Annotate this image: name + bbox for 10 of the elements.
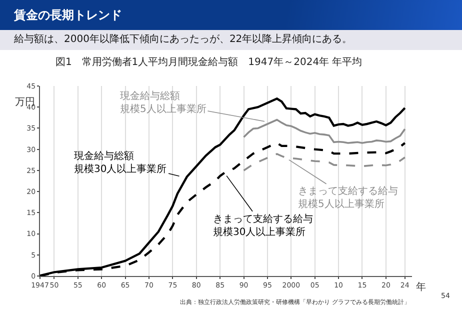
text: 現金給与総額規模5人以上事業所 (120, 90, 206, 115)
text: きまって支給する給与規模30人以上事業所 (213, 213, 313, 238)
chart-title: 図1 常用労働者1人平均月間現金給与額 1947年～2024年 年平均 (55, 56, 362, 68)
line-series (242, 118, 406, 144)
text: 賃金の長期トレンド (0, 0, 462, 30)
text: きまって支給する給与規模5人以上事業所 (298, 185, 398, 210)
x-axis-title: 年 (416, 281, 426, 293)
chart-subtitle: 給与額は、2000年以降低下傾向にあったっが、22年以降上昇傾向にある。 (0, 30, 462, 50)
line-series (242, 153, 406, 172)
series-label: 現金給与総額規模30人以上事業所 (74, 150, 167, 175)
